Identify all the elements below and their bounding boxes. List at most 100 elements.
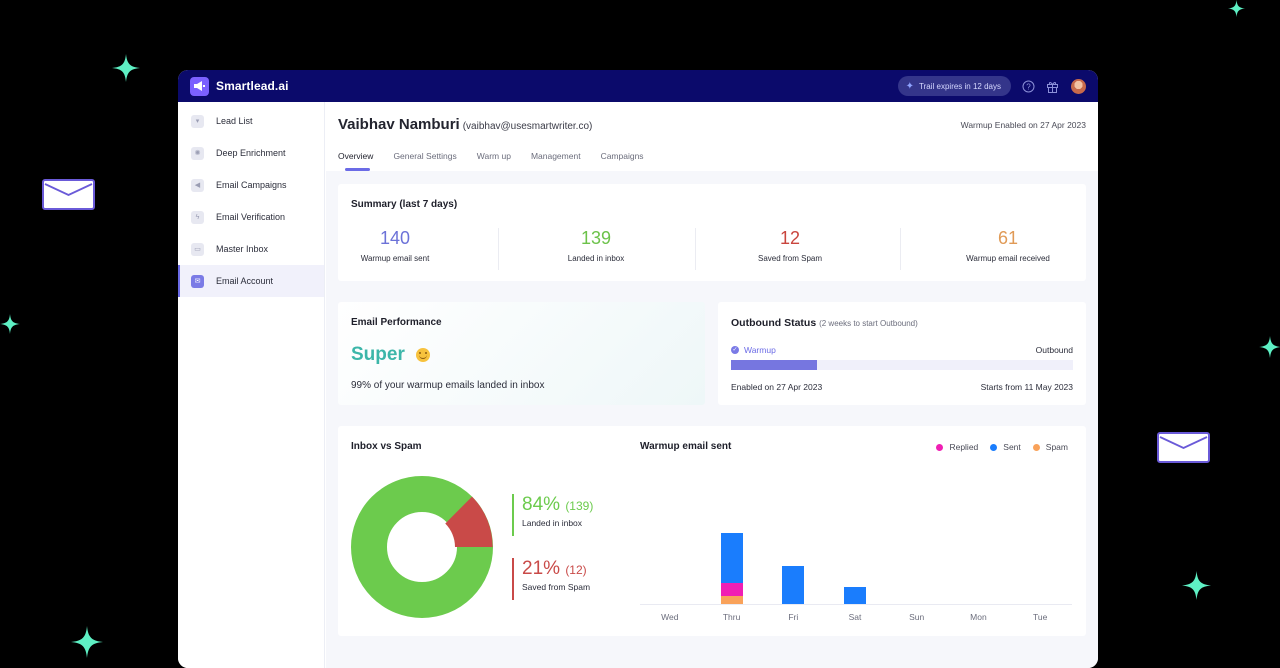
svg-text:?: ? (1026, 82, 1031, 91)
account-email: (vaibhav@usesmartwriter.co) (462, 121, 593, 132)
tab-campaigns[interactable]: Campaigns (600, 151, 644, 161)
outbound-note: (2 weeks to start Outbound) (819, 319, 918, 328)
sidebar-item-label: Lead List (216, 116, 253, 126)
sidebar-item-email-campaigns[interactable]: ◀ Email Campaigns (178, 169, 324, 201)
avatar[interactable] (1071, 78, 1086, 94)
bar-fri[interactable] (782, 566, 805, 604)
logo[interactable]: Smartlead.ai (190, 76, 289, 96)
charts-card: Inbox vs Spam 84% (139) Landed in inbox … (338, 426, 1086, 636)
smiley-icon (415, 348, 430, 362)
sidebar-item-deep-enrichment[interactable]: ✺ Deep Enrichment (178, 137, 324, 169)
inbox-legend: 84% (139) Landed in inbox (512, 494, 593, 536)
sidebar-item-master-inbox[interactable]: ▭ Master Inbox (178, 233, 324, 265)
x-tick-label: Fri (788, 612, 799, 622)
chart-legend: Replied Sent Spam (924, 442, 1068, 452)
sparkle-icon (1182, 571, 1211, 600)
bar-segment-sent (844, 587, 866, 604)
inbox-spam-donut-chart (351, 476, 493, 618)
outbound-progress-bar (731, 360, 1073, 370)
bar-segment-replied (720, 583, 743, 596)
lead-list-icon: ▾ (191, 114, 204, 128)
page-title: Vaibhav Namburi (vaibhav@usesmartwriter.c… (338, 116, 592, 133)
bar-sat[interactable] (844, 587, 866, 604)
gift-icon[interactable] (1046, 80, 1059, 93)
megaphone-icon: ◀ (191, 178, 204, 192)
inbox-vs-spam-title: Inbox vs Spam (351, 441, 422, 452)
bar-segment-sent (720, 532, 743, 584)
tab-overview[interactable]: Overview (338, 151, 373, 171)
enabled-date: Enabled on 27 Apr 2023 (731, 382, 823, 392)
x-tick-label: Tue (1032, 612, 1048, 622)
stage-warmup-label: Warmup (744, 345, 776, 355)
sidebar-item-lead-list[interactable]: ▾ Lead List (178, 105, 324, 137)
x-axis (640, 604, 1072, 605)
divider (695, 228, 696, 270)
bar-segment-spam (720, 595, 743, 604)
x-tick-label: Wed (661, 612, 679, 622)
sidebar: ▾ Lead List ✺ Deep Enrichment ◀ Email Ca… (178, 102, 325, 668)
warmup-chart-title: Warmup email sent (640, 441, 732, 452)
performance-subtitle: 99% of your warmup emails landed in inbo… (351, 380, 545, 391)
stat-label: Warmup email sent (360, 254, 430, 263)
stat-value: 12 (779, 228, 801, 248)
trial-badge[interactable]: ✦ Trail expires in 12 days (897, 76, 1011, 96)
spam-legend: 21% (12) Saved from Spam (512, 558, 590, 600)
stage-warmup: ✓ Warmup (731, 345, 776, 355)
spam-label: Saved from Spam (522, 582, 591, 592)
sidebar-item-label: Email Campaigns (216, 180, 287, 190)
legend-replied[interactable]: Replied (936, 442, 978, 452)
sidebar-item-email-verification[interactable]: ϟ Email Verification (178, 201, 324, 233)
bar-segment-sent (782, 566, 805, 604)
summary-title: Summary (last 7 days) (351, 199, 458, 210)
tab-bar: Overview General Settings Warm up Manage… (338, 151, 664, 171)
stat-warmup-sent: 140 Warmup email sent (340, 228, 450, 270)
stat-landed-inbox: 139 Landed in inbox (541, 228, 651, 270)
email-performance-card: Email Performance Super 99% of your warm… (338, 302, 705, 405)
inbox-label: Landed in inbox (522, 518, 583, 528)
help-icon[interactable]: ? (1022, 80, 1035, 93)
stat-warmup-received: 61 Warmup email received (948, 228, 1068, 270)
x-tick-label: Sun (909, 612, 925, 622)
x-tick-label: Thru (722, 612, 741, 622)
legend-spam[interactable]: Spam (1032, 442, 1068, 452)
app-name: Smartlead.ai (216, 79, 289, 93)
stage-outbound-label: Outbound (1035, 345, 1073, 355)
warmup-bar-chart: Wed Thru Fri Sat Sun Mon Tue (640, 486, 1072, 622)
sidebar-item-label: Email Verification (216, 212, 286, 222)
stat-saved-spam: 12 Saved from Spam (735, 228, 845, 270)
divider (498, 228, 499, 270)
tab-management[interactable]: Management (530, 151, 581, 161)
spam-pct: 21% (12) (522, 558, 587, 579)
x-tick-label: Sat (848, 612, 862, 622)
trial-label: Trail expires in 12 days (919, 81, 1001, 91)
stat-value: 139 (580, 228, 612, 248)
outbound-start-date: Starts from 11 May 2023 (980, 382, 1073, 392)
outbound-status-card: Outbound Status (2 weeks to start Outbou… (718, 302, 1086, 405)
tab-warm-up[interactable]: Warm up (476, 151, 511, 161)
envelope-icon (1157, 432, 1210, 463)
sidebar-item-label: Deep Enrichment (216, 148, 286, 158)
performance-rating: Super (351, 344, 430, 366)
outbound-title: Outbound Status (2 weeks to start Outbou… (731, 317, 918, 329)
sparkle-icon (112, 54, 140, 82)
main-content: Vaibhav Namburi (vaibhav@usesmartwriter.c… (326, 102, 1098, 668)
summary-card: Summary (last 7 days) 140 Warmup email s… (338, 184, 1086, 281)
spam-dot-icon (1032, 443, 1040, 451)
sparkle-icon (71, 626, 103, 658)
mail-icon: ✉ (191, 274, 204, 288)
sparkle-icon: ✦ (905, 80, 915, 92)
stat-value: 61 (997, 228, 1019, 248)
outbound-progress-fill (731, 360, 817, 370)
legend-sent[interactable]: Sent (990, 442, 1021, 452)
sidebar-item-email-account[interactable]: ✉ Email Account (178, 265, 324, 297)
replied-dot-icon (936, 443, 944, 451)
check-circle-icon: ✓ (731, 346, 739, 354)
tab-general-settings[interactable]: General Settings (393, 151, 457, 161)
top-bar: Smartlead.ai ✦ Trail expires in 12 days … (178, 70, 1098, 102)
warmup-enabled-date: Warmup Enabled on 27 Apr 2023 (960, 120, 1086, 130)
lightning-icon: ϟ (191, 210, 204, 224)
bar-thru[interactable] (720, 532, 743, 604)
app-window: Smartlead.ai ✦ Trail expires in 12 days … (178, 70, 1098, 668)
x-tick-label: Mon (970, 612, 987, 622)
